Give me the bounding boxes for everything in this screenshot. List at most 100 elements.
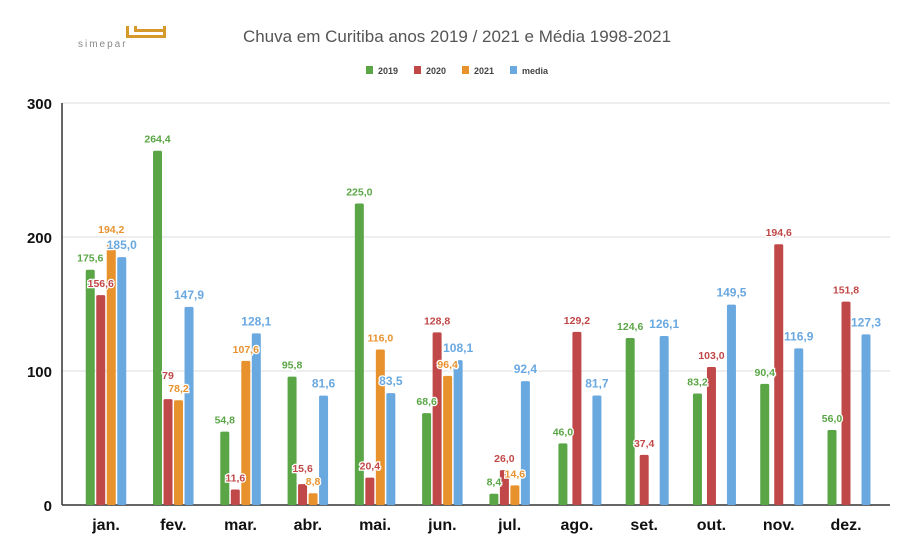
bar-media-1 (184, 306, 194, 505)
data-label-2021-0: 194,2 (98, 224, 124, 236)
bar-media-6 (520, 381, 530, 505)
bar-2019-4 (354, 203, 364, 505)
bar-2021-3 (308, 493, 318, 505)
bar-2019-7 (558, 443, 568, 505)
legend: 2019 2020 2021 media (366, 66, 549, 76)
legend-label-2021: 2021 (474, 66, 494, 76)
bar-2021-0 (106, 244, 116, 505)
data-label-2019-1: 264,4 (144, 134, 170, 146)
bar-2019-9 (692, 393, 702, 505)
bar-2020-2 (230, 489, 240, 505)
data-label-2019-5: 68,6 (416, 396, 437, 408)
bar-2020-9 (706, 366, 716, 505)
bar-2021-1 (174, 400, 184, 505)
data-label-2020-0: 156,6 (88, 278, 114, 290)
bar-media-7 (592, 395, 602, 505)
bar-2021-2 (241, 360, 251, 505)
data-label-2020-11: 151,8 (833, 285, 859, 297)
x-tick-label: jun. (427, 517, 456, 534)
x-tick-label: mai. (359, 517, 391, 534)
data-label-2020-4: 20,4 (360, 461, 381, 473)
bar-2020-7 (572, 331, 582, 505)
x-tick-label: out. (697, 517, 726, 534)
data-label-2020-7: 129,2 (564, 315, 590, 327)
legend-swatch-2020 (414, 66, 421, 74)
legend-swatch-2021 (462, 66, 469, 74)
data-label-2019-4: 225,0 (346, 187, 372, 199)
bar-2021-4 (375, 349, 385, 505)
data-label-2020-5: 128,8 (424, 315, 450, 327)
x-tick-label: ago. (560, 517, 593, 534)
bar-2020-5 (432, 332, 442, 505)
data-label-2019-8: 124,6 (617, 321, 643, 333)
bar-media-0 (117, 257, 127, 505)
bar-2020-4 (365, 477, 375, 505)
bar-2021-5 (443, 375, 453, 505)
x-tick-label: nov. (763, 517, 795, 534)
data-label-2020-10: 194,6 (766, 227, 792, 239)
bar-2019-1 (153, 150, 163, 506)
bar-2019-2 (220, 431, 230, 505)
bar-media-9 (726, 304, 736, 505)
bar-2019-0 (85, 269, 95, 505)
bar-2019-8 (625, 338, 635, 505)
bar-2020-1 (163, 399, 173, 505)
data-label-media-3: 81,6 (312, 377, 336, 391)
legend-label-media: media (522, 66, 549, 76)
data-label-2019-6: 8,4 (487, 477, 502, 489)
bar-media-11 (861, 334, 871, 505)
data-label-2019-9: 83,2 (687, 377, 708, 389)
data-label-2019-2: 54,8 (215, 415, 236, 427)
bar-media-2 (251, 333, 261, 505)
data-label-2020-2: 11,6 (225, 472, 245, 484)
bar-2019-10 (760, 383, 770, 505)
data-label-media-10: 116,9 (784, 329, 814, 343)
data-label-2019-10: 90,4 (755, 367, 776, 379)
y-tick-label: 200 (27, 230, 52, 247)
data-label-media-9: 149,5 (716, 286, 746, 300)
data-label-media-7: 81,7 (585, 377, 609, 391)
bar-2021-6 (510, 485, 520, 505)
data-label-2021-3: 8,8 (306, 476, 321, 488)
bar-media-10 (794, 348, 804, 505)
bar-2020-6 (499, 470, 509, 505)
data-label-2020-6: 26,0 (494, 453, 515, 465)
y-tick-label: 0 (44, 498, 52, 515)
data-label-2019-3: 95,8 (282, 360, 303, 372)
data-label-media-0: 185,0 (107, 238, 137, 252)
x-tick-label: jul. (497, 517, 521, 534)
bar-2019-6 (489, 493, 499, 505)
x-tick-label: fev. (160, 517, 186, 534)
data-label-2021-6: 14,6 (505, 468, 526, 480)
bar-2020-8 (639, 454, 649, 505)
data-label-media-2: 128,1 (241, 314, 271, 328)
data-label-media-11: 127,3 (851, 315, 881, 329)
legend-label-2020: 2020 (426, 66, 446, 76)
chart-title: Chuva em Curitiba anos 2019 / 2021 e Méd… (243, 27, 671, 46)
x-tick-label: dez. (830, 517, 861, 534)
data-label-2021-5: 96,4 (437, 359, 458, 371)
data-label-2019-11: 56,0 (822, 413, 843, 425)
bar-2019-11 (827, 429, 837, 505)
bar-2019-5 (422, 413, 432, 505)
x-tick-label: set. (630, 517, 658, 534)
bar-2020-3 (298, 484, 308, 505)
data-label-media-4: 83,5 (379, 374, 403, 388)
data-label-2021-1: 78,2 (168, 383, 189, 395)
legend-swatch-media (510, 66, 517, 74)
bar-media-3 (319, 395, 329, 505)
x-tick-label: mar. (224, 517, 257, 534)
bar-2019-3 (287, 376, 297, 505)
data-label-2019-0: 175,6 (77, 253, 103, 265)
x-tick-label: abr. (294, 517, 322, 534)
bars (85, 150, 871, 506)
bar-2020-11 (841, 301, 851, 505)
bar-media-4 (386, 393, 396, 505)
y-tick-label: 100 (27, 364, 52, 381)
data-label-2020-9: 103,0 (698, 350, 724, 362)
x-axis: jan. fev. mar. abr. mai. jun. jul. ago. set. out.… (91, 517, 861, 534)
data-label-media-6: 92,4 (514, 362, 538, 376)
